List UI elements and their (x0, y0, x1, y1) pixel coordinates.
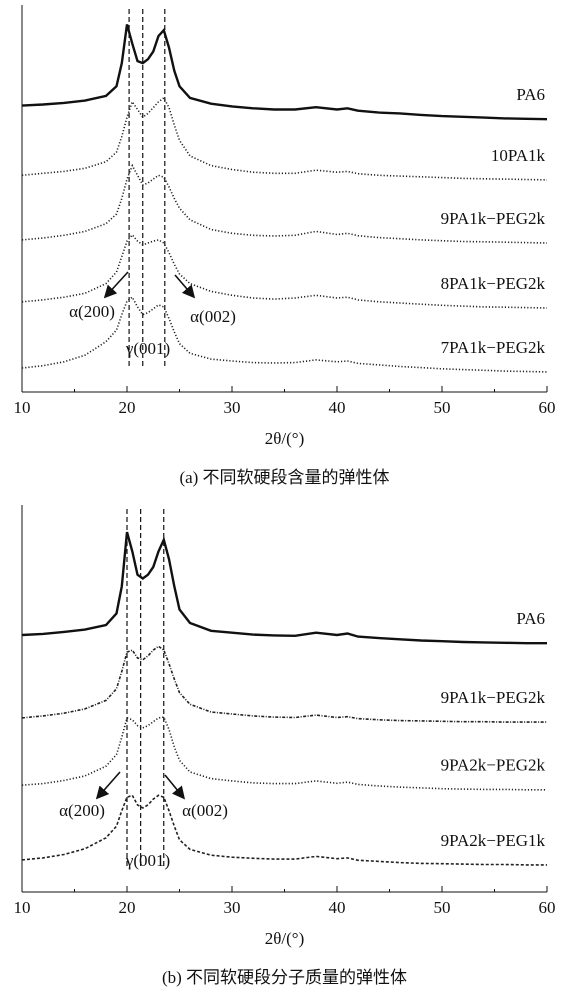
xrd-curve (21, 163, 548, 244)
peak-annotation: γ(001) (125, 339, 170, 358)
x-tick-label: 20 (119, 398, 136, 417)
peak-annotation: α(200) (69, 302, 115, 321)
x-tick-label: 60 (539, 898, 556, 917)
series-label: 9PA2k−PEG2k (441, 756, 546, 775)
series-label: 7PA1k−PEG2k (441, 338, 546, 357)
series-label: PA6 (516, 85, 545, 104)
xrd-curve (21, 24, 548, 121)
peak-annotation: α(002) (182, 801, 228, 820)
peak-annotation: α(002) (190, 307, 236, 326)
xrd-curve (21, 716, 547, 791)
series-label: 10PA1k (491, 146, 546, 165)
x-tick-label: 20 (119, 898, 136, 917)
series-label: 8PA1k−PEG2k (441, 274, 546, 293)
xrd-curve (21, 296, 548, 373)
x-tick-label: 30 (224, 898, 241, 917)
x-tick-label: 60 (539, 398, 556, 417)
series-label: PA6 (516, 609, 545, 628)
peak-annotation: γ(001) (125, 851, 170, 870)
caption: (a) 不同软硬段含量的弹性体 (179, 468, 389, 487)
x-tick-label: 10 (14, 898, 31, 917)
x-tick-label: 10 (14, 398, 31, 417)
x-tick-label: 50 (434, 398, 451, 417)
series-label: 9PA2k−PEG1k (441, 831, 546, 850)
x-tick-label: 30 (224, 398, 241, 417)
caption: (b) 不同软硬段分子质量的弹性体 (162, 968, 407, 987)
xrd-curve (21, 233, 548, 309)
xrd-curve (21, 531, 547, 645)
series-label: 9PA1k−PEG2k (441, 688, 546, 707)
annotation-arrow (174, 274, 196, 299)
xrd-curve (21, 794, 547, 866)
xrd-curve (21, 96, 548, 181)
x-tick-label: 40 (329, 898, 346, 917)
x-axis-label: 2θ/(°) (265, 429, 305, 448)
annotation-arrow (164, 774, 186, 800)
annotation-arrow (95, 771, 121, 800)
x-tick-label: 50 (434, 898, 451, 917)
xrd-curve (21, 645, 547, 723)
peak-annotation: α(200) (59, 801, 105, 820)
x-tick-label: 40 (329, 398, 346, 417)
annotation-arrow (103, 271, 129, 299)
series-label: 9PA1k−PEG2k (441, 209, 546, 228)
x-axis-label: 2θ/(°) (265, 929, 305, 948)
